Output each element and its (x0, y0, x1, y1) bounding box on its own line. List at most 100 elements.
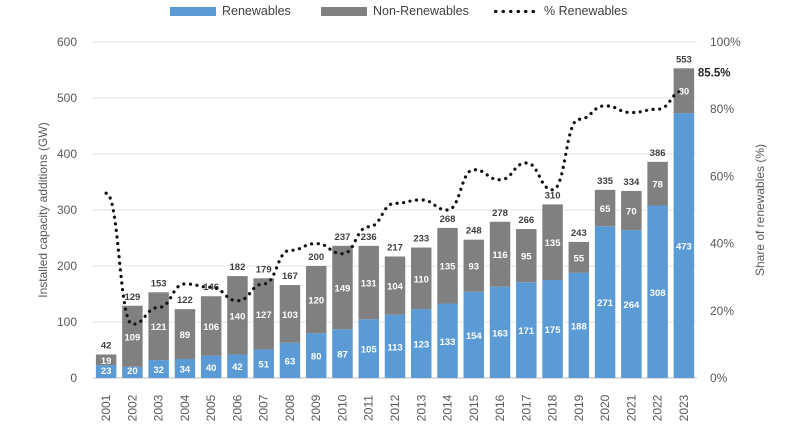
bar-non-renewables (227, 276, 248, 355)
bar-non-renewables (122, 305, 143, 367)
bar-renewables (95, 365, 117, 378)
x-tick-label: 2016 (493, 394, 507, 421)
chart-legend: Renewables Non-Renewables % Renewables (0, 4, 786, 22)
non-renewables-value-label: 80 (679, 87, 690, 98)
x-tick-label: 2011 (362, 395, 376, 421)
total-value-label: 167 (282, 271, 298, 282)
renewables-value-label: 63 (285, 356, 296, 367)
x-tick-label: 2008 (283, 394, 297, 421)
total-value-label: 129 (124, 292, 140, 303)
x-tick-label: 2023 (677, 394, 691, 421)
bar-renewables (594, 226, 616, 378)
non-renewables-value-label: 78 (652, 180, 663, 191)
renewables-value-label: 473 (676, 242, 692, 253)
bar-non-renewables (332, 245, 353, 330)
legend-label-pct-renewables: % Renewables (544, 4, 628, 18)
bar-renewables (542, 280, 563, 378)
x-tick-label: 2009 (309, 394, 323, 421)
x-tick-label: 2018 (546, 394, 560, 421)
renewables-value-label: 87 (337, 350, 348, 361)
legend-item-pct-renewables: % Renewables (492, 4, 627, 18)
total-value-label: 233 (413, 234, 429, 245)
total-value-label: 553 (676, 54, 692, 65)
pct-renewables-line: 85.5% (104, 68, 730, 326)
x-tick-label: 2003 (152, 394, 166, 421)
axes: 0 100 200 300 400 500 600 0% 20% 40% 60% 80% 100% Ins… (36, 35, 767, 421)
renewables-value-label: 133 (440, 337, 456, 348)
renewables-value-label: 23 (101, 366, 112, 377)
total-value-label: 42 (101, 340, 112, 351)
bar-renewables (411, 309, 432, 378)
bar-renewables (358, 319, 379, 378)
non-renewables-value-label: 19 (101, 356, 112, 367)
legend-swatch-pct-renewables (492, 6, 538, 16)
non-renewables-value-label: 127 (256, 310, 272, 321)
y2-tick-label: 40% (710, 237, 734, 251)
non-renewables-value-label: 103 (282, 310, 298, 321)
x-tick-label: 2020 (598, 394, 612, 421)
total-value-label: 335 (597, 176, 614, 187)
bar-renewables (463, 291, 485, 378)
renewables-value-label: 113 (387, 342, 402, 353)
renewables-value-label: 20 (127, 366, 138, 377)
non-renewables-value-label: 116 (492, 250, 507, 261)
non-renewables-value-label: 135 (545, 238, 562, 249)
y2-tick-label: 20% (710, 304, 734, 318)
bars (95, 68, 695, 379)
total-value-label: 153 (151, 278, 167, 289)
total-value-label: 278 (492, 208, 508, 219)
bar-non-renewables (542, 204, 563, 280)
renewables-value-label: 188 (571, 321, 587, 332)
bar-renewables (332, 329, 353, 378)
non-renewables-value-label: 121 (151, 322, 168, 333)
renewables-value-label: 175 (545, 325, 562, 336)
x-tick-label: 2015 (467, 394, 481, 421)
y2-tick-label: 0% (710, 371, 728, 385)
renewables-value-label: 264 (623, 300, 640, 311)
legend-label-renewables: Renewables (222, 4, 291, 18)
bar-non-renewables (148, 292, 169, 361)
renewables-value-label: 163 (492, 328, 508, 339)
x-tick-label: 2002 (125, 394, 139, 421)
bar-renewables (437, 303, 458, 378)
bar-non-renewables (594, 189, 616, 227)
bar-non-renewables (516, 229, 537, 283)
bar-renewables (621, 230, 642, 378)
x-tick-label: 2019 (572, 394, 586, 421)
x-tick-label: 2022 (651, 394, 665, 421)
x-tick-label: 2010 (335, 394, 349, 421)
total-value-label: 200 (308, 252, 324, 263)
bar-non-renewables (200, 296, 222, 356)
bar-non-renewables (621, 190, 642, 231)
x-tick-label: 2014 (441, 394, 455, 421)
legend-item-renewables: Renewables (170, 4, 291, 18)
non-renewables-value-label: 70 (626, 207, 637, 218)
non-renewables-value-label: 120 (308, 296, 324, 307)
bar-renewables (122, 366, 143, 378)
total-value-label: 248 (466, 226, 482, 237)
y2-axis-title: Share of renewables (%) (753, 144, 767, 276)
bar-renewables (305, 333, 327, 378)
legend-swatch-renewables (170, 6, 216, 16)
non-renewables-value-label: 149 (335, 284, 351, 295)
bar-renewables (200, 355, 222, 378)
non-renewables-value-label: 95 (521, 252, 532, 263)
bar-non-renewables (253, 278, 274, 350)
renewables-value-label: 42 (232, 362, 243, 373)
x-tick-label: 2017 (519, 394, 533, 421)
x-tick-label: 2001 (99, 394, 113, 421)
bar-renewables (489, 286, 511, 378)
bar-non-renewables (174, 309, 196, 359)
total-value-label: 179 (256, 264, 272, 275)
bar-non-renewables (463, 239, 485, 292)
bar-non-renewables (358, 245, 379, 320)
bar-non-renewables (489, 221, 511, 287)
renewables-value-label: 154 (466, 331, 483, 342)
total-value-label: 122 (177, 295, 193, 306)
non-renewables-value-label: 109 (124, 332, 140, 343)
total-value-label: 334 (623, 177, 640, 188)
bar-renewables (568, 272, 590, 378)
total-value-label: 268 (440, 214, 456, 225)
total-value-label: 243 (571, 228, 587, 239)
